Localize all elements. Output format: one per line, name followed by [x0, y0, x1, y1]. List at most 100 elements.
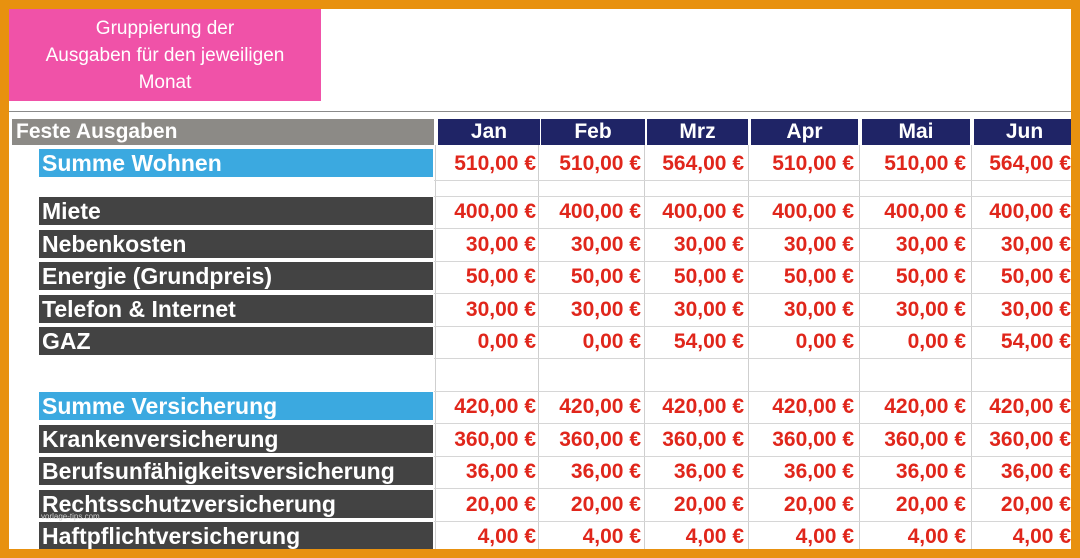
- value-cell[interactable]: 4,00 €: [685, 525, 744, 548]
- value-cell[interactable]: 510,00 €: [772, 152, 854, 175]
- month-header-jan[interactable]: Jan: [438, 119, 540, 145]
- value-cell[interactable]: 20,00 €: [1000, 493, 1071, 516]
- value-cell[interactable]: 420,00 €: [884, 395, 966, 418]
- value-cell[interactable]: 420,00 €: [989, 395, 1071, 418]
- value-cell[interactable]: 510,00 €: [454, 152, 536, 175]
- value-cell[interactable]: 400,00 €: [454, 200, 536, 223]
- value-cell[interactable]: 4,00 €: [907, 525, 966, 548]
- value-cell[interactable]: 30,00 €: [783, 233, 854, 256]
- grid-line: [748, 145, 749, 549]
- grid-line: [434, 456, 1071, 457]
- value-cell[interactable]: 400,00 €: [989, 200, 1071, 223]
- value-cell[interactable]: 36,00 €: [895, 460, 966, 483]
- grid-line: [434, 293, 1071, 294]
- value-cell[interactable]: 36,00 €: [570, 460, 641, 483]
- value-cell[interactable]: 0,00 €: [582, 330, 641, 353]
- value-cell[interactable]: 4,00 €: [477, 525, 536, 548]
- value-cell[interactable]: 30,00 €: [1000, 298, 1071, 321]
- value-cell[interactable]: 36,00 €: [673, 460, 744, 483]
- value-cell[interactable]: 400,00 €: [772, 200, 854, 223]
- value-cell[interactable]: 30,00 €: [783, 298, 854, 321]
- grid-line: [538, 145, 539, 549]
- value-cell[interactable]: 420,00 €: [772, 395, 854, 418]
- value-cell[interactable]: 50,00 €: [570, 265, 641, 288]
- value-cell[interactable]: 420,00 €: [662, 395, 744, 418]
- value-cell[interactable]: 20,00 €: [465, 493, 536, 516]
- value-cell[interactable]: 30,00 €: [895, 298, 966, 321]
- value-cell[interactable]: 360,00 €: [559, 428, 641, 451]
- month-header-mrz[interactable]: Mrz: [647, 119, 748, 145]
- value-cell[interactable]: 4,00 €: [582, 525, 641, 548]
- value-cell[interactable]: 0,00 €: [907, 330, 966, 353]
- value-cell[interactable]: 420,00 €: [454, 395, 536, 418]
- value-cell[interactable]: 360,00 €: [884, 428, 966, 451]
- row-label[interactable]: Krankenversicherung: [39, 425, 433, 453]
- sum-row-label[interactable]: Summe Versicherung: [39, 392, 433, 420]
- grid-line: [434, 423, 1071, 424]
- value-cell[interactable]: 564,00 €: [989, 152, 1071, 175]
- value-cell[interactable]: 400,00 €: [662, 200, 744, 223]
- value-cell[interactable]: 30,00 €: [673, 298, 744, 321]
- value-cell[interactable]: 20,00 €: [673, 493, 744, 516]
- row-label[interactable]: Nebenkosten: [39, 230, 433, 258]
- value-cell[interactable]: 30,00 €: [895, 233, 966, 256]
- month-header-mai[interactable]: Mai: [862, 119, 970, 145]
- month-header-jun[interactable]: Jun: [974, 119, 1071, 145]
- grid-line: [434, 521, 1071, 522]
- value-cell[interactable]: 400,00 €: [559, 200, 641, 223]
- sum-row-label[interactable]: Summe Wohnen: [39, 149, 433, 177]
- value-cell[interactable]: 0,00 €: [477, 330, 536, 353]
- value-cell[interactable]: 510,00 €: [559, 152, 641, 175]
- row-label[interactable]: Miete: [39, 197, 433, 225]
- value-cell[interactable]: 360,00 €: [989, 428, 1071, 451]
- section-header[interactable]: Feste Ausgaben: [12, 119, 434, 145]
- grid-line: [434, 391, 1071, 392]
- grid-line: [434, 180, 1071, 181]
- value-cell[interactable]: 50,00 €: [1000, 265, 1071, 288]
- value-cell[interactable]: 30,00 €: [465, 233, 536, 256]
- value-cell[interactable]: 360,00 €: [772, 428, 854, 451]
- month-header-apr[interactable]: Apr: [751, 119, 858, 145]
- row-label[interactable]: GAZ: [39, 327, 433, 355]
- value-cell[interactable]: 50,00 €: [465, 265, 536, 288]
- value-cell[interactable]: 420,00 €: [559, 395, 641, 418]
- row-label[interactable]: Telefon & Internet: [39, 295, 433, 323]
- month-header-feb[interactable]: Feb: [541, 119, 645, 145]
- divider: [9, 111, 1071, 112]
- value-cell[interactable]: 20,00 €: [895, 493, 966, 516]
- grid-line: [859, 145, 860, 549]
- value-cell[interactable]: 360,00 €: [454, 428, 536, 451]
- grid-line: [434, 228, 1071, 229]
- grid-line: [434, 488, 1071, 489]
- row-label[interactable]: Energie (Grundpreis): [39, 262, 433, 290]
- row-label[interactable]: Haftpflichtversicherung: [39, 522, 433, 549]
- value-cell[interactable]: 30,00 €: [570, 298, 641, 321]
- value-cell[interactable]: 36,00 €: [465, 460, 536, 483]
- value-cell[interactable]: 4,00 €: [795, 525, 854, 548]
- value-cell[interactable]: 36,00 €: [783, 460, 854, 483]
- value-cell[interactable]: 30,00 €: [673, 233, 744, 256]
- value-cell[interactable]: 30,00 €: [465, 298, 536, 321]
- row-label[interactable]: Rechtsschutzversicherung: [39, 490, 433, 518]
- value-cell[interactable]: 20,00 €: [783, 493, 854, 516]
- value-cell[interactable]: 360,00 €: [662, 428, 744, 451]
- value-cell[interactable]: 50,00 €: [895, 265, 966, 288]
- grid-line: [644, 145, 645, 549]
- spreadsheet: Gruppierung der Ausgaben für den jeweili…: [9, 9, 1071, 549]
- value-cell[interactable]: 20,00 €: [570, 493, 641, 516]
- value-cell[interactable]: 36,00 €: [1000, 460, 1071, 483]
- value-cell[interactable]: 30,00 €: [1000, 233, 1071, 256]
- value-cell[interactable]: 50,00 €: [783, 265, 854, 288]
- value-cell[interactable]: 54,00 €: [1000, 330, 1071, 353]
- value-cell[interactable]: 0,00 €: [795, 330, 854, 353]
- value-cell[interactable]: 54,00 €: [673, 330, 744, 353]
- grid-line: [435, 145, 436, 549]
- value-cell[interactable]: 510,00 €: [884, 152, 966, 175]
- grid-line: [971, 145, 972, 549]
- value-cell[interactable]: 400,00 €: [884, 200, 966, 223]
- value-cell[interactable]: 564,00 €: [662, 152, 744, 175]
- value-cell[interactable]: 30,00 €: [570, 233, 641, 256]
- value-cell[interactable]: 4,00 €: [1012, 525, 1071, 548]
- value-cell[interactable]: 50,00 €: [673, 265, 744, 288]
- row-label[interactable]: Berufsunfähigkeitsversicherung: [39, 457, 433, 485]
